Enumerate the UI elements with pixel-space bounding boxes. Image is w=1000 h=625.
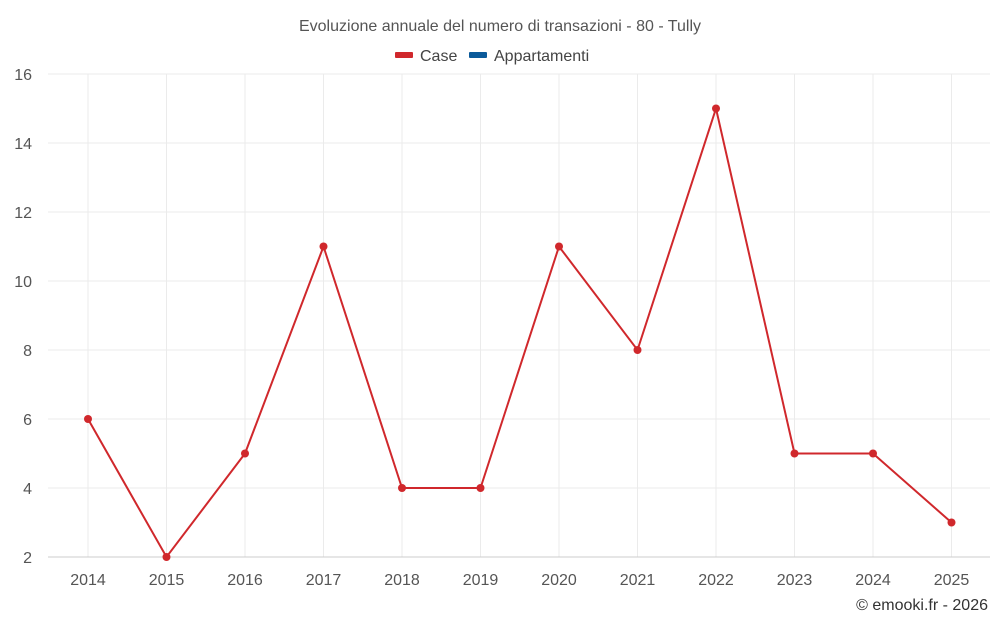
y-tick-label: 16 xyxy=(14,67,32,84)
data-point[interactable] xyxy=(476,484,485,492)
data-point[interactable] xyxy=(712,104,720,113)
x-tick-label: 2015 xyxy=(149,572,185,589)
y-tick-label: 14 xyxy=(14,136,32,153)
data-point[interactable] xyxy=(790,449,799,458)
x-gridlines xyxy=(87,74,952,557)
x-tick-label: 2016 xyxy=(227,572,263,589)
y-tick-label: 8 xyxy=(23,343,32,360)
data-point[interactable] xyxy=(319,242,328,251)
legend-swatch-appartamenti[interactable] xyxy=(469,52,487,58)
legend-label-appartamenti[interactable]: Appartamenti xyxy=(494,48,589,65)
x-tick-label: 2024 xyxy=(855,572,891,589)
x-tick-label: 2025 xyxy=(934,572,970,589)
y-tick-label: 6 xyxy=(23,412,32,429)
x-tick-label: 2022 xyxy=(698,572,734,589)
credit-text: © emooki.fr - 2026 xyxy=(856,597,988,614)
data-point[interactable] xyxy=(633,346,642,354)
y-tick-label: 4 xyxy=(23,481,32,498)
x-tick-label: 2014 xyxy=(70,572,106,589)
series-layer xyxy=(84,104,956,561)
x-tick-label: 2021 xyxy=(620,572,656,589)
x-tick-label: 2020 xyxy=(541,572,577,589)
y-axis-ticks: 2 4 6 8 10 12 14 16 xyxy=(14,67,32,567)
data-point[interactable] xyxy=(869,449,877,458)
data-point[interactable] xyxy=(555,242,563,251)
legend-label-case[interactable]: Case xyxy=(420,48,457,65)
x-tick-label: 2019 xyxy=(463,572,499,589)
legend: Case Appartamenti xyxy=(395,48,589,65)
chart-title: Evoluzione annuale del numero di transaz… xyxy=(299,18,701,35)
data-point[interactable] xyxy=(241,449,249,458)
data-point[interactable] xyxy=(947,518,956,527)
x-tick-label: 2023 xyxy=(777,572,813,589)
data-point[interactable] xyxy=(398,484,406,492)
data-point[interactable] xyxy=(162,553,171,561)
x-tick-label: 2018 xyxy=(384,572,420,589)
data-point[interactable] xyxy=(84,415,92,423)
series-line-case xyxy=(87,104,953,559)
y-gridlines xyxy=(48,73,990,558)
x-axis-ticks: 2014 2015 2016 2017 2018 2019 2020 2021 2022 2023… xyxy=(70,572,969,589)
legend-swatch-case[interactable] xyxy=(395,52,413,58)
y-tick-label: 2 xyxy=(23,550,32,567)
y-tick-label: 12 xyxy=(14,205,32,222)
x-tick-label: 2017 xyxy=(306,572,342,589)
y-tick-label: 10 xyxy=(14,274,32,291)
